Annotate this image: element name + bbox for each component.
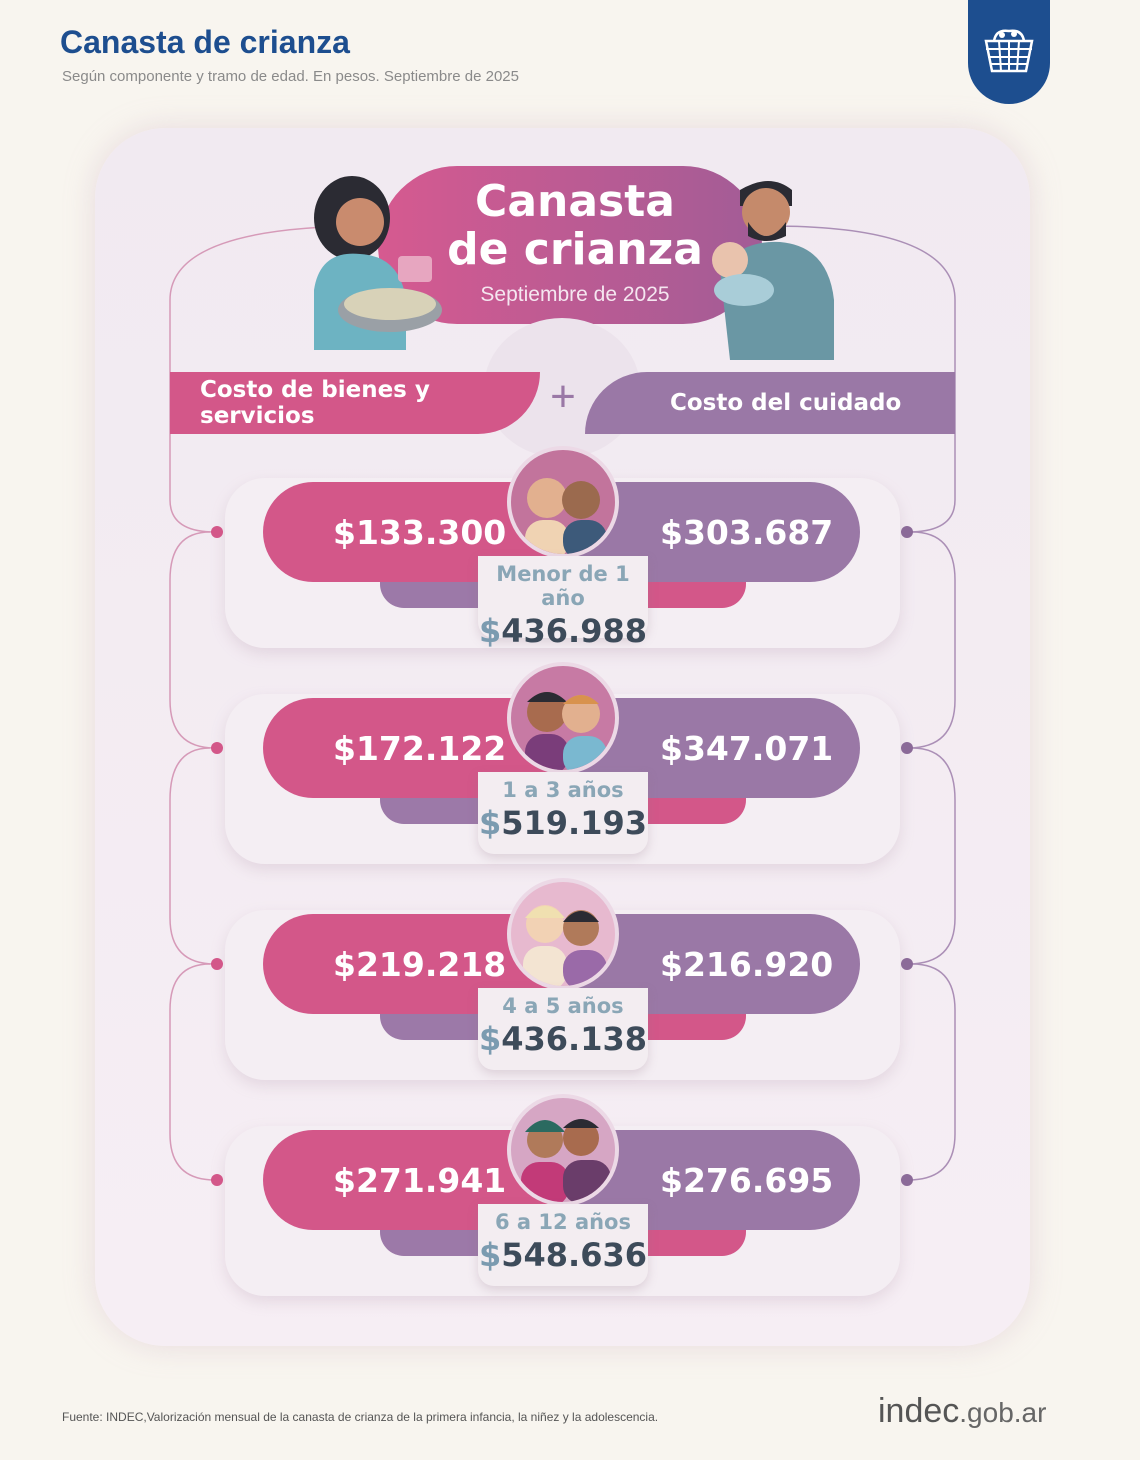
- infographic-title-line1: Canasta: [475, 176, 675, 227]
- connector-dot-left: [211, 526, 223, 538]
- total-box: 4 a 5 años $436.138: [478, 988, 648, 1070]
- total-value: $519.193: [478, 804, 648, 842]
- infographic-title-line2: de crianza: [447, 224, 703, 275]
- care-component-label: Costo del cuidado: [585, 372, 955, 434]
- total-amount: 548.636: [501, 1236, 647, 1274]
- brand-suffix: .gob.ar: [959, 1397, 1047, 1428]
- indec-brand[interactable]: indec.gob.ar: [878, 1392, 1046, 1431]
- connector-dot-right: [901, 958, 913, 970]
- connector-dot-left: [211, 958, 223, 970]
- total-currency: $: [478, 804, 502, 842]
- babies-avatar: [507, 446, 619, 558]
- indec-logo-tab: [968, 0, 1050, 104]
- footer-source: Fuente: INDEC,Valorización mensual de la…: [62, 1410, 659, 1424]
- brand-name: indec: [878, 1392, 960, 1430]
- children-avatar: [507, 878, 619, 990]
- page-title: Canasta de crianza: [60, 24, 350, 60]
- total-box: 1 a 3 años $519.193: [478, 772, 648, 854]
- total-amount: 436.988: [501, 612, 647, 650]
- total-currency: $: [478, 612, 502, 650]
- connector-dot-left: [211, 742, 223, 754]
- infographic-title: Canasta de crianza: [420, 178, 730, 274]
- total-value: $436.138: [478, 1020, 648, 1058]
- school-kids-illustration: [521, 1119, 611, 1202]
- total-value: $436.988: [478, 612, 648, 650]
- total-value: $548.636: [478, 1236, 648, 1274]
- shopping-basket-icon: [984, 29, 1034, 73]
- toddlers-illustration: [525, 692, 607, 770]
- total-amount: 436.138: [501, 1020, 647, 1058]
- connector-dot-right: [901, 1174, 913, 1186]
- school-kids-avatar: [507, 1094, 619, 1206]
- goods-component-label: Costo de bienes y servicios: [170, 372, 540, 434]
- age-label: 1 a 3 años: [502, 778, 624, 802]
- mother-cooking-illustration: [314, 176, 442, 350]
- total-currency: $: [478, 1236, 502, 1274]
- page-subtitle: Según componente y tramo de edad. En pes…: [62, 68, 519, 85]
- total-box: Menor de 1 año $436.988: [478, 556, 648, 650]
- connector-dot-left: [211, 1174, 223, 1186]
- age-label: 4 a 5 años: [502, 994, 624, 1018]
- header-pill: [378, 166, 762, 324]
- connector-dot-right: [901, 526, 913, 538]
- babies-illustration: [525, 478, 607, 554]
- infographic-date: Septiembre de 2025: [480, 283, 670, 306]
- children-illustration: [523, 905, 607, 986]
- total-currency: $: [478, 1020, 502, 1058]
- plus-icon: +: [550, 372, 576, 421]
- age-label: 6 a 12 años: [495, 1210, 631, 1234]
- total-amount: 519.193: [501, 804, 647, 842]
- age-label: Menor de 1 año: [496, 562, 630, 610]
- connector-dot-right: [901, 742, 913, 754]
- father-baby-illustration: [712, 181, 834, 360]
- total-box: 6 a 12 años $548.636: [478, 1204, 648, 1286]
- toddlers-avatar: [507, 662, 619, 774]
